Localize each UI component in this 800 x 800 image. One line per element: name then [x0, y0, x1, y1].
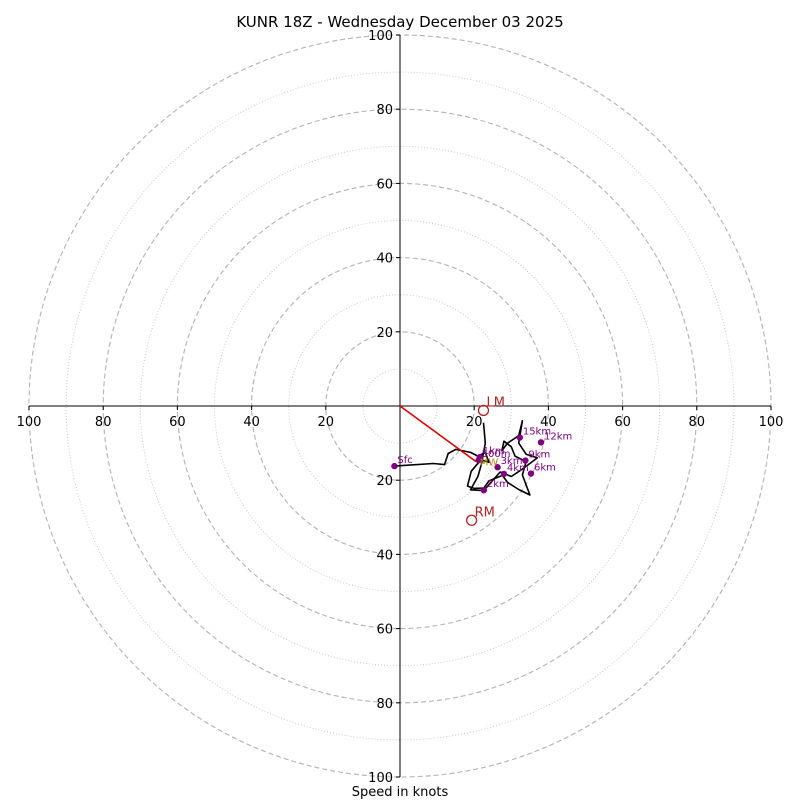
height-marker-dot	[522, 457, 529, 464]
x-tick-label: 40	[243, 415, 260, 430]
height-marker-label: 4km	[507, 463, 529, 474]
storm-motion-vector	[399, 405, 477, 463]
x-tick-label: 60	[169, 415, 186, 430]
height-marker-dot	[494, 464, 501, 471]
x-tick-label: 80	[689, 415, 706, 430]
x-tick-label: 20	[466, 415, 483, 430]
storm-motion-marker	[477, 404, 490, 417]
height-marker-label: 500m	[482, 449, 511, 460]
chart-title: KUNR 18Z - Wednesday December 03 2025	[236, 13, 563, 31]
y-tick-label: 40	[376, 548, 393, 563]
height-marker-dot	[537, 439, 545, 446]
storm-motion-label: RM	[475, 505, 495, 520]
tick-labels: 100 80 60 40 20 20 40 60 80 100 100 80 60 40 20 20 40 60 8…	[17, 29, 784, 786]
y-tick-label: 100	[368, 29, 393, 44]
x-tick-label: 100	[759, 415, 784, 430]
y-tick-label: 60	[376, 177, 393, 192]
height-marker-dot	[475, 456, 482, 464]
mean-wind-label: MW	[480, 458, 499, 469]
height-marker-dot	[500, 470, 508, 478]
height-marker-label: 6km	[534, 463, 556, 474]
height-marker-label: 1km	[483, 446, 505, 457]
x-tick-label: 100	[17, 415, 42, 430]
y-tick-label: 20	[376, 326, 393, 341]
x-tick-label: 80	[95, 415, 112, 430]
storm-motion-label: LM	[486, 395, 504, 410]
height-marker-label: 2km	[487, 479, 509, 490]
height-marker-dot	[391, 462, 398, 470]
height-marker-dot	[516, 434, 524, 441]
y-tick-label: 80	[376, 103, 393, 118]
storm-vector-group	[399, 405, 477, 463]
y-tick-label: 40	[376, 252, 393, 267]
x-tick-label: 40	[540, 415, 557, 430]
y-tick-label: 20	[376, 474, 393, 489]
height-marker-label: 9km	[528, 450, 550, 461]
x-tick-label: 20	[318, 415, 335, 430]
y-tick-label: 60	[376, 623, 393, 638]
height-marker-label: 12km	[544, 431, 572, 442]
y-tick-label: 80	[376, 697, 393, 712]
height-marker-label: 15km	[523, 427, 551, 438]
x-tick-label: 60	[614, 415, 631, 430]
height-marker-label: Sfc	[397, 455, 412, 466]
x-axis-label: Speed in knots	[352, 785, 449, 800]
storm-motions: LM RM	[465, 395, 505, 526]
y-tick-label: 100	[368, 771, 393, 786]
height-marker-label: 3km	[501, 456, 523, 467]
height-marker-dot	[480, 487, 488, 494]
height-marker-dot	[527, 470, 535, 477]
storm-motion-marker	[465, 514, 478, 526]
